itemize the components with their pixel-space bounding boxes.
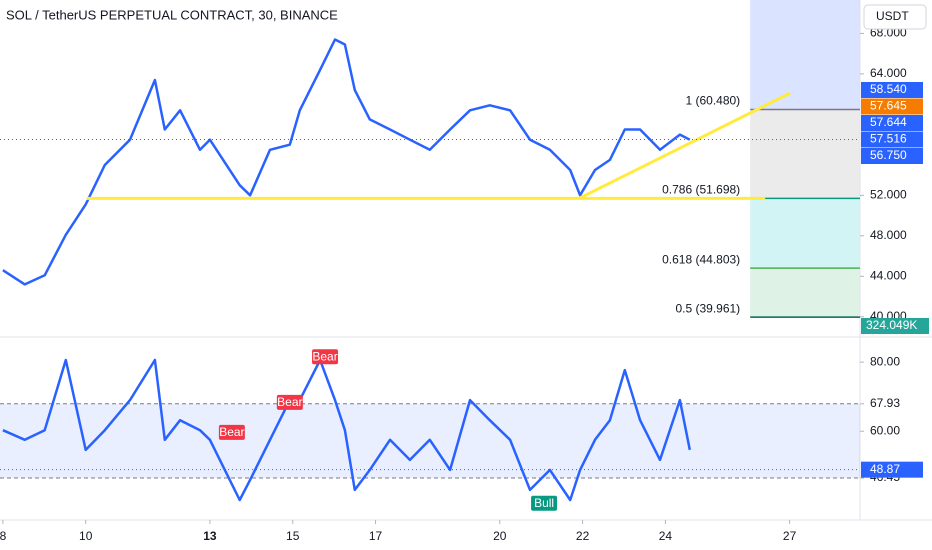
price-line — [2, 358, 692, 502]
price-tag — [861, 148, 923, 164]
fib-label: 0.5 (39.961) — [675, 301, 740, 315]
price-tag-label: 57.516 — [870, 132, 907, 146]
signal-box — [218, 424, 245, 440]
price-tag-label: 57.644 — [870, 115, 907, 129]
signal-label: Bear — [219, 425, 244, 439]
rsi-current-tag — [861, 461, 923, 478]
price-tag — [861, 131, 923, 148]
signal-label: Bear — [277, 395, 302, 409]
price-tag — [861, 115, 923, 131]
price-tag — [861, 98, 923, 115]
x-tick-label: 17 — [369, 529, 383, 543]
trend-line — [579, 91, 791, 200]
price-tag-label: 58.540 — [870, 82, 907, 96]
signal-box — [531, 495, 558, 511]
price-tag-label: 56.750 — [870, 148, 907, 162]
price-tag-label: 57.645 — [870, 99, 907, 113]
fib-zone — [750, 109, 860, 199]
fib-label: 0.618 (44.803) — [662, 252, 740, 266]
fib-zone — [750, 0, 860, 110]
signal-box — [312, 349, 339, 365]
y-tick-label: 80.00 — [870, 354, 900, 368]
x-tick-label: 27 — [783, 529, 797, 543]
price-line — [2, 38, 691, 286]
x-tick-label: 8 — [0, 529, 7, 543]
price-tag — [861, 82, 923, 98]
signal-box — [276, 394, 303, 410]
x-tick-label: 22 — [576, 529, 590, 543]
y-tick-label: 48.000 — [870, 228, 907, 242]
chart-title: SOL / TetherUS PERPETUAL CONTRACT, 30, B… — [6, 7, 338, 22]
currency-button[interactable] — [863, 4, 927, 30]
y-tick-label: 64.000 — [870, 66, 907, 80]
signal-label: Bear — [312, 349, 337, 363]
fib-zone — [750, 268, 860, 318]
x-tick-label: 15 — [286, 529, 300, 543]
x-tick-label: 13 — [203, 529, 217, 543]
volume-tag-label: 324.049K — [866, 318, 917, 332]
rsi-current-label: 48.87 — [870, 462, 900, 476]
currency[interactable]: USDT — [876, 9, 909, 23]
x-tick-label: 20 — [493, 529, 507, 543]
y-tick-label: 52.000 — [870, 188, 907, 202]
volume-tag — [861, 318, 929, 334]
x-tick-label: 24 — [659, 529, 673, 543]
y-tick-label: 44.000 — [870, 268, 907, 282]
fib-label: 1 (60.480) — [685, 94, 740, 108]
fib-label: 0.786 (51.698) — [662, 183, 740, 197]
y-tick-label: 67.93 — [870, 396, 900, 410]
y-tick-label: 60.00 — [870, 423, 900, 437]
fib-zone — [750, 198, 860, 269]
x-tick-label: 10 — [79, 529, 93, 543]
signal-label: Bull — [534, 496, 554, 510]
